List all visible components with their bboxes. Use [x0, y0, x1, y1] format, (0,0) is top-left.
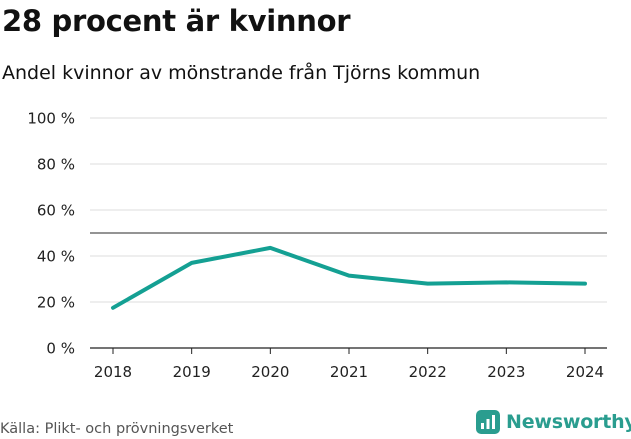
newsworthy-logo-icon: [476, 410, 500, 434]
x-tick-label: 2019: [173, 363, 211, 381]
x-tick-label: 2022: [409, 363, 447, 381]
series-line-0: [111, 245, 587, 310]
newsworthy-wordmark: Newsworthy: [506, 411, 631, 433]
line-chart: 0 % 20 % 40 % 60 % 80 % 100 % 2018 2019 2020 202…: [27, 110, 607, 381]
chart-title: 28 procent är kvinnor: [2, 4, 351, 38]
y-tick-label: 0 %: [46, 340, 75, 358]
y-tick-label: 80 %: [37, 156, 75, 174]
y-tick-labels: 0 % 20 % 40 % 60 % 80 % 100 %: [27, 110, 75, 358]
x-tick-label: 2023: [487, 363, 525, 381]
chart-subtitle: Andel kvinnor av mönstrande från Tjörns …: [2, 62, 481, 84]
y-tick-label: 20 %: [37, 294, 75, 312]
x-tick-label: 2024: [566, 363, 604, 381]
series-layer: [111, 245, 587, 310]
x-tick-label: 2018: [94, 363, 132, 381]
y-tick-label: 40 %: [37, 248, 75, 266]
y-tick-label: 60 %: [37, 202, 75, 220]
source-note: Källa: Plikt- och prövningsverket: [0, 421, 234, 437]
newsworthy-logo: Newsworthy: [476, 407, 631, 437]
x-tick-label: 2020: [251, 363, 289, 381]
y-tick-label: 100 %: [27, 110, 75, 128]
x-tick-label: 2021: [330, 363, 368, 381]
x-tick-marks: 2018 2019 2020 2021 2022 2023 2024: [94, 348, 604, 381]
